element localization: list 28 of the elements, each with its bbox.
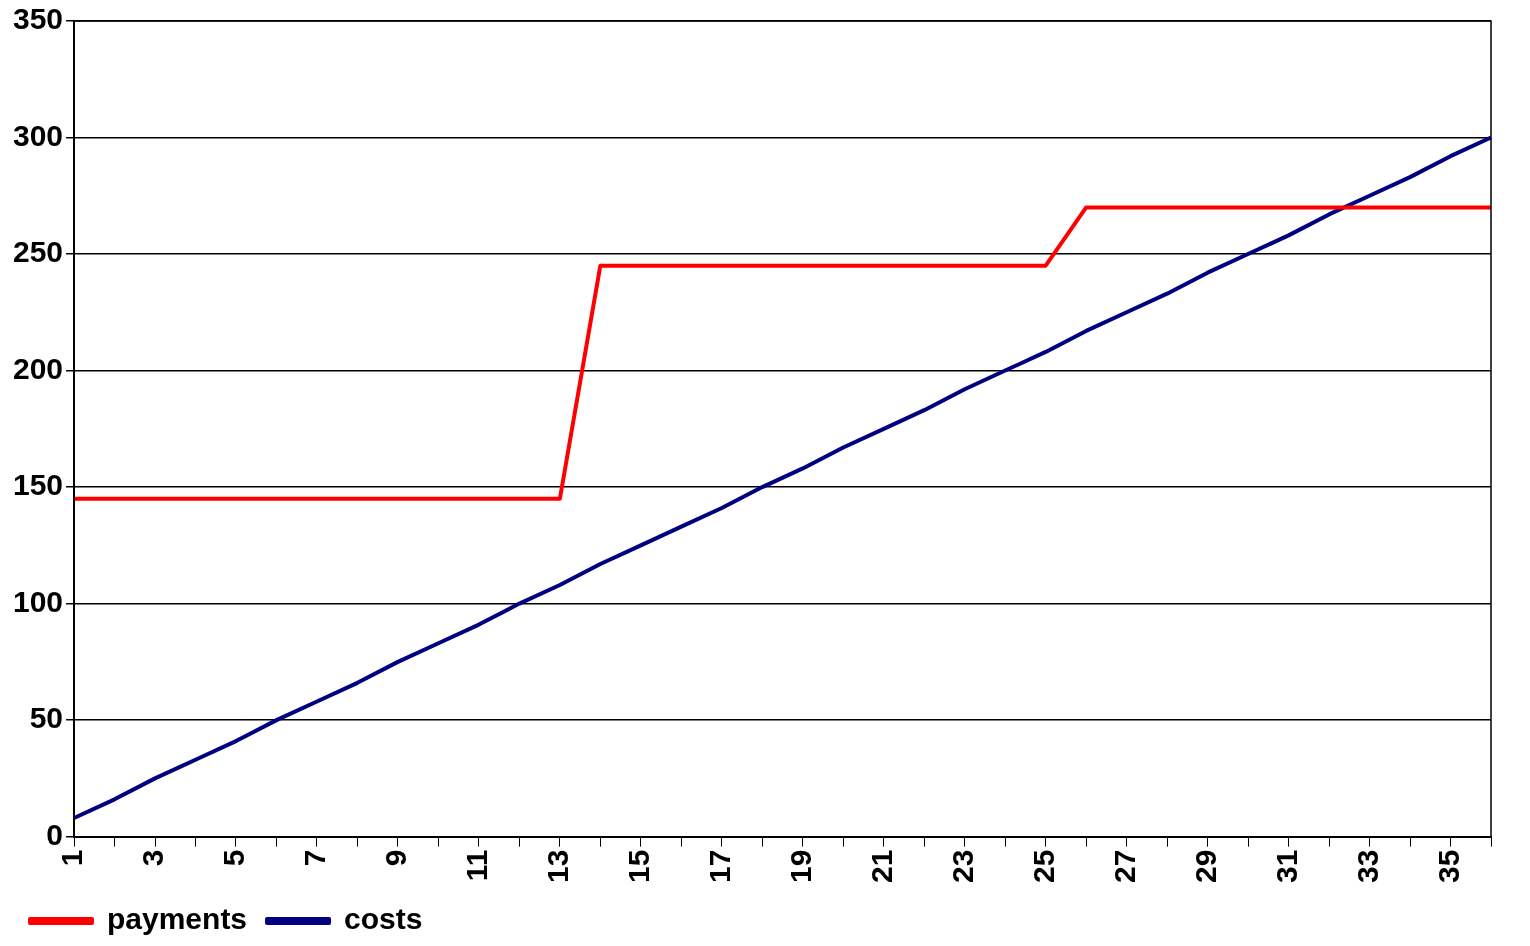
legend-label: costs — [344, 902, 423, 936]
x-tick-label: 29 — [1188, 849, 1222, 884]
x-tick-label: 21 — [865, 849, 898, 884]
legend-label: payments — [107, 902, 248, 936]
x-tick-label: 3 — [136, 849, 170, 867]
x-tick-label: 1 — [55, 849, 89, 867]
y-tick-label: 100 — [12, 584, 64, 618]
x-tick-label: 27 — [1107, 849, 1141, 884]
x-tick-label: 31 — [1269, 849, 1303, 884]
x-tick-label: 9 — [379, 849, 413, 867]
y-tick-label: 150 — [12, 468, 64, 502]
x-tick-label: 25 — [1026, 849, 1060, 884]
y-tick-label: 50 — [29, 701, 64, 735]
y-tick-label: 250 — [12, 235, 64, 269]
x-tick-label: 17 — [703, 849, 737, 884]
x-tick-label: 13 — [541, 849, 575, 884]
x-tick-label: 35 — [1431, 849, 1465, 884]
x-tick-label: 33 — [1350, 849, 1384, 884]
x-tick-label: 11 — [460, 849, 494, 882]
y-tick-label: 350 — [12, 2, 64, 36]
x-tick-label: 19 — [784, 849, 818, 884]
y-tick-label: 0 — [46, 817, 64, 851]
x-tick-label: 5 — [217, 849, 251, 867]
y-tick-label: 300 — [12, 118, 64, 152]
y-tick-label: 200 — [12, 351, 64, 385]
x-tick-label: 15 — [622, 849, 656, 884]
x-tick-label: 7 — [298, 849, 332, 867]
x-tick-label: 23 — [945, 849, 979, 884]
